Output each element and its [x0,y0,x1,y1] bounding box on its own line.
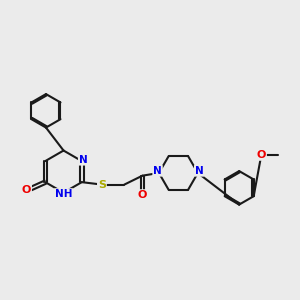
Text: S: S [98,180,106,190]
Text: O: O [138,190,147,200]
Text: O: O [22,185,31,195]
Text: NH: NH [55,189,72,199]
Text: N: N [153,166,162,176]
Text: N: N [79,155,88,165]
Text: O: O [256,150,266,160]
Text: N: N [195,166,204,176]
